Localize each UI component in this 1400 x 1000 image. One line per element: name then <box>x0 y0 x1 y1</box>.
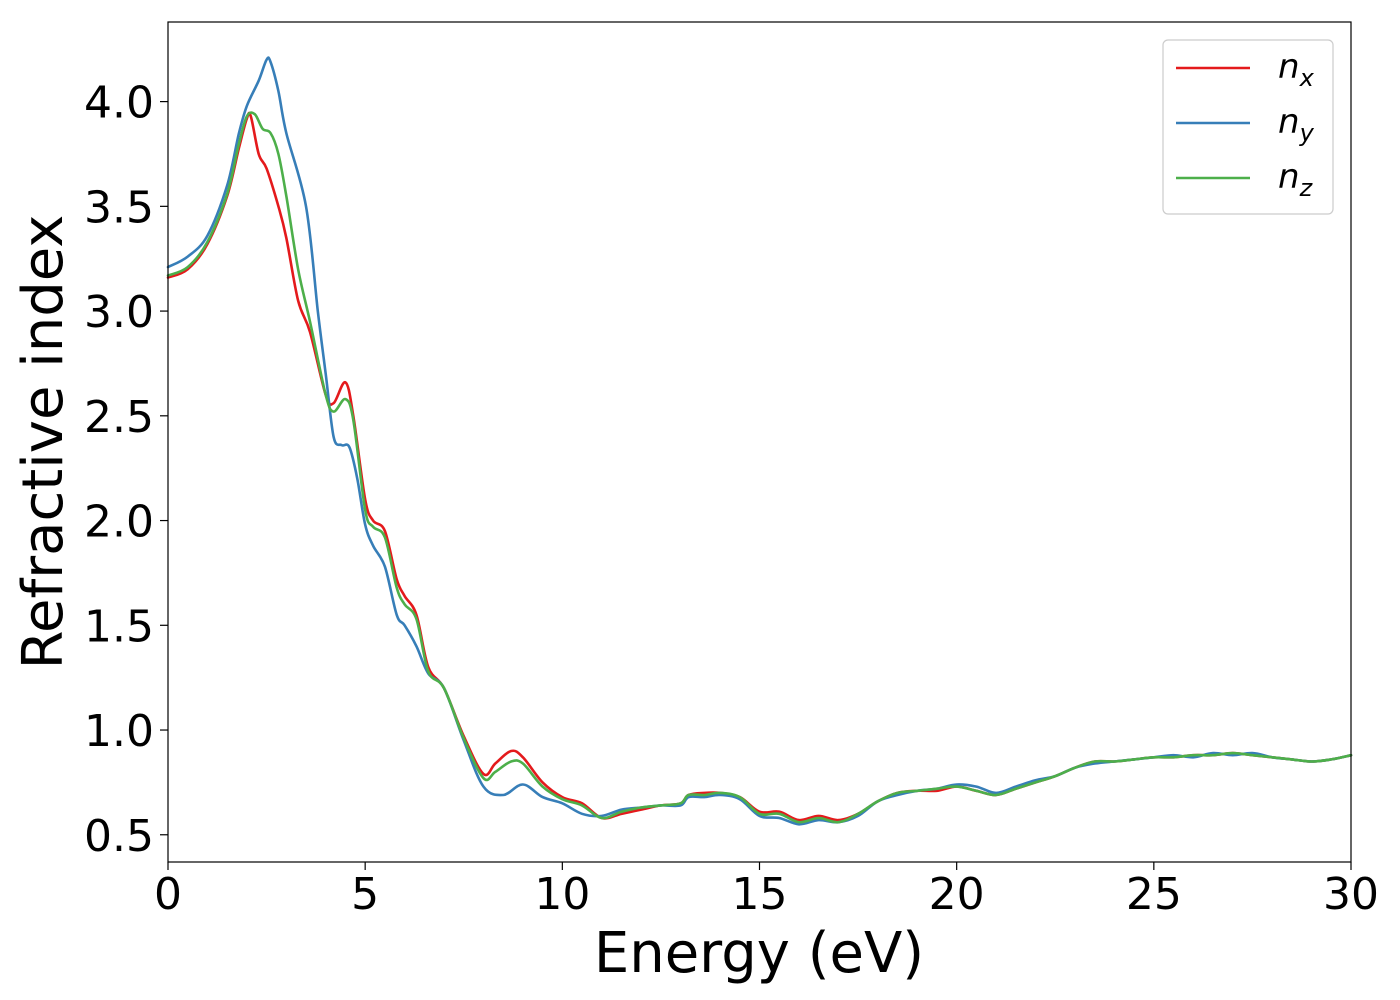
x-tick-label: 0 <box>154 869 182 920</box>
legend-label-base: n <box>1278 47 1300 87</box>
y-tick-label: 1.5 <box>84 601 154 652</box>
x-tick-label: 30 <box>1323 869 1379 920</box>
x-tick-label: 20 <box>929 869 985 920</box>
y-tick-label: 2.5 <box>84 392 154 443</box>
legend-label-x: nx <box>1278 47 1315 92</box>
x-tick-label: 5 <box>351 869 379 920</box>
legend-label-y: ny <box>1278 102 1315 147</box>
series-lines <box>166 56 1353 826</box>
series-line-z <box>166 111 1353 824</box>
x-axis-ticks: 0 5 10 15 20 25 30 <box>154 862 1379 920</box>
legend-label-base: n <box>1278 102 1300 142</box>
y-tick-label: 4.0 <box>84 78 154 129</box>
x-tick-label: 10 <box>534 869 590 920</box>
legend-label-subscript: z <box>1299 174 1314 202</box>
x-tick-label: 25 <box>1126 869 1182 920</box>
y-tick-label: 0.5 <box>84 811 154 862</box>
legend-label-subscript: y <box>1299 119 1315 147</box>
y-tick-label: 1.0 <box>84 706 154 757</box>
y-tick-label: 2.0 <box>84 497 154 548</box>
x-tick-label: 15 <box>732 869 788 920</box>
x-axis-title: Energy (eV) <box>594 921 924 986</box>
y-axis-ticks: 0.5 1.0 1.5 2.0 2.5 3.0 3.5 4.0 <box>84 78 168 862</box>
y-tick-label: 3.0 <box>84 287 154 338</box>
legend-label-z: nz <box>1278 157 1314 202</box>
y-axis-title: Refractive index <box>11 215 76 670</box>
legend-label-subscript: x <box>1299 64 1315 92</box>
legend-label-base: n <box>1278 157 1300 197</box>
legend-box <box>1162 39 1334 215</box>
y-tick-label: 3.5 <box>84 182 154 233</box>
